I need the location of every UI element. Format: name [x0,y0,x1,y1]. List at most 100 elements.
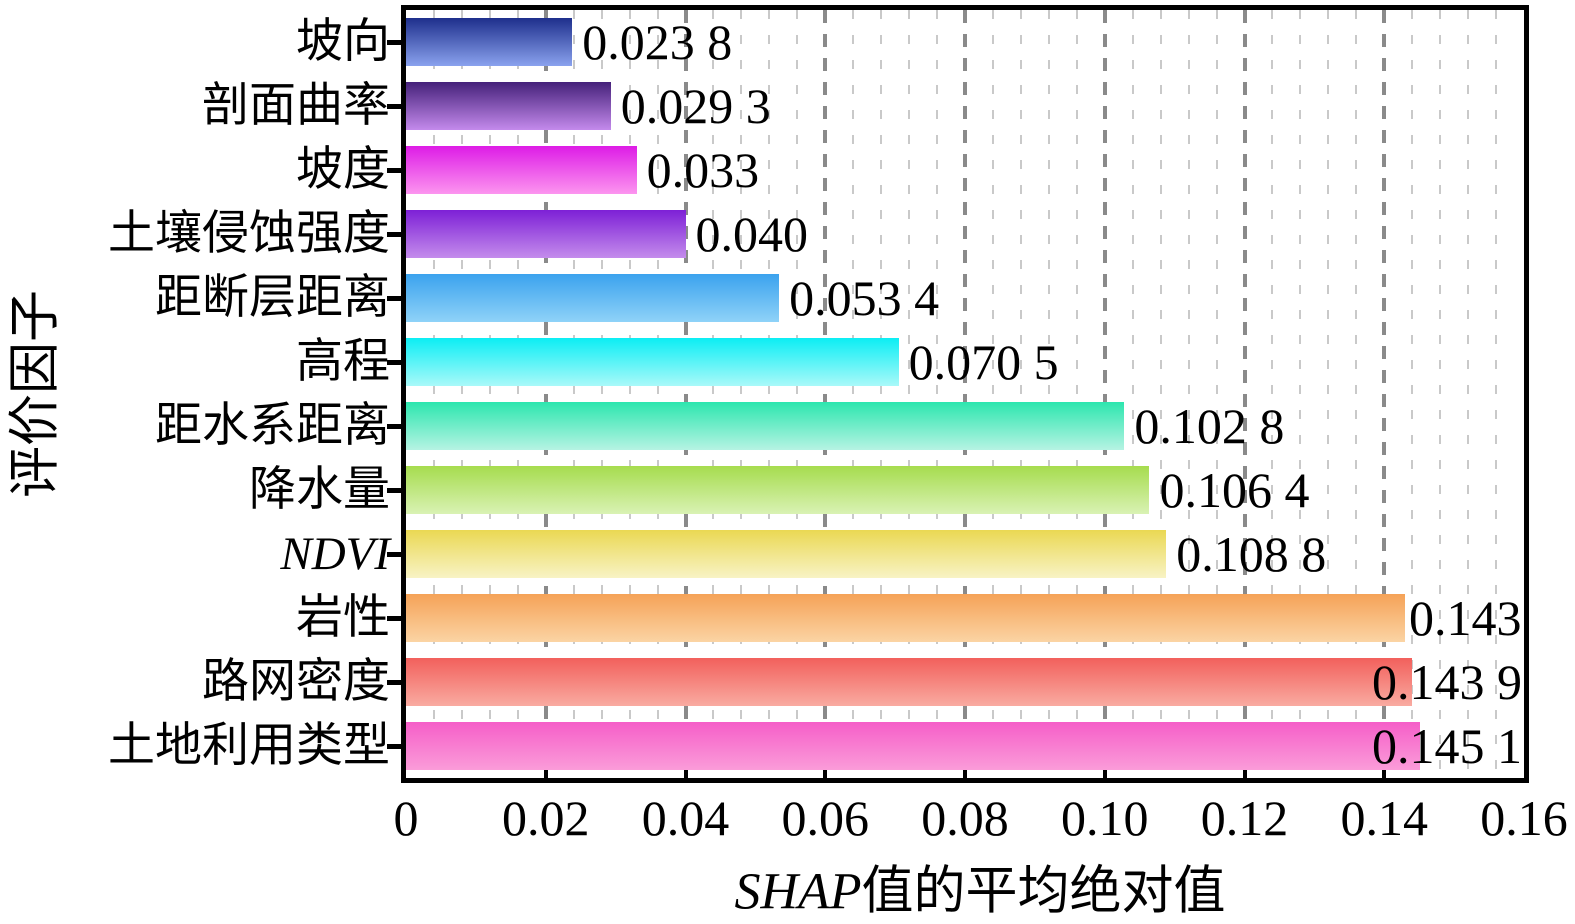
y-axis-tick [387,167,402,173]
grid-line-minor [432,10,435,778]
y-category-label: 距断层距离 [155,272,390,324]
grid-line-minor [572,10,575,778]
bar-value-label: 0.033 [646,142,760,198]
bar [406,146,637,194]
bar [406,402,1125,450]
bar [406,18,573,66]
x-tick-label: 0.10 [1061,790,1149,846]
grid-line-minor [460,10,463,778]
grid-line-minor [1075,10,1078,778]
grid-line-minor [936,10,939,778]
grid-line-minor [1355,10,1358,778]
y-axis-tick [387,487,402,493]
y-category-label: 土地利用类型 [108,720,390,772]
bar-value-label: 0.143 9 [1372,654,1522,710]
bar [406,722,1420,770]
bar-value-label: 0.106 4 [1159,462,1310,518]
bar [406,594,1406,642]
grid-line-minor [628,10,631,778]
grid-line-minor [768,10,771,778]
grid-line-minor [712,10,715,778]
grid-line-minor [880,10,883,778]
bar-value-label: 0.145 1 [1372,718,1522,774]
grid-line-major [963,10,967,778]
grid-line-minor [1019,10,1022,778]
x-axis-title-italic-part: SHAP [734,863,862,921]
x-tick-label: 0.14 [1340,790,1429,846]
grid-line-minor [1271,10,1274,778]
y-axis-tick [387,423,402,429]
bar [406,274,780,322]
grid-line-minor [1047,10,1050,778]
x-tick-label: 0.12 [1200,790,1289,846]
x-tick-label: 0.08 [921,790,1009,846]
grid-line-minor [1187,10,1190,778]
bar [406,338,899,386]
y-category-label: 高程 [296,336,390,388]
bar-value-label: 0.102 8 [1134,398,1285,454]
grid-line-minor [1131,10,1134,778]
grid-line-minor [1411,10,1414,778]
y-axis-tick [387,359,402,365]
y-axis-title: 评价因子 [7,289,65,499]
bar-value-label: 0.029 3 [620,78,771,134]
bar [406,466,1150,514]
grid-line-minor [740,10,743,778]
grid-line-minor [852,10,855,778]
bar [406,210,686,258]
y-category-label: NDVI [280,528,390,580]
bar-value-label: 0.053 4 [789,270,940,326]
x-tick-label: 0.02 [502,790,590,846]
grid-line-minor [488,10,491,778]
y-axis-tick [387,679,402,685]
grid-line-minor [1495,10,1498,778]
grid-line-major [1102,10,1107,778]
grid-line-minor [1439,10,1442,778]
y-category-label: 坡度 [296,144,390,196]
y-axis-tick [387,39,402,45]
y-category-label: 坡向 [296,16,390,68]
grid-line-minor [991,10,994,778]
x-tick-label: 0.06 [781,790,870,846]
bar [406,530,1167,578]
bar-value-label: 0.070 5 [908,334,1059,390]
y-category-label: 路网密度 [202,656,390,708]
y-axis-tick [387,615,402,621]
grid-line-minor [1299,10,1302,778]
y-category-label: 降水量 [249,464,390,516]
y-axis-tick [387,743,402,749]
grid-line-major [1382,10,1387,778]
x-axis-title: SHAP值的平均绝对值 [734,849,1225,924]
grid-line-minor [656,10,659,778]
grid-line-minor [796,10,799,778]
plot-area: 0.023 8 0.029 3 0.033 0.040 0.053 4 0.070 5 0.… [401,5,1529,783]
y-axis-tick [387,231,402,237]
bar [406,658,1412,706]
x-tick-label: 0.04 [641,790,730,846]
grid-line-minor [1327,10,1330,778]
y-category-label: 土壤侵蚀强度 [108,208,390,260]
bar [406,82,611,130]
y-axis-tick [387,103,402,109]
y-category-label: 距水系距离 [155,400,390,452]
x-axis-title-cjk-part: 值的平均绝对值 [861,863,1226,921]
x-tick-label: 0.16 [1480,790,1568,846]
y-category-label: 岩性 [296,592,390,644]
grid-line-minor [516,10,519,778]
y-category-label: 剖面曲率 [202,80,390,132]
grid-line-major [823,10,828,778]
grid-line-minor [908,10,911,778]
grid-line-minor [600,10,603,778]
grid-line-minor [1215,10,1218,778]
grid-line-minor [1159,10,1162,778]
grid-line-major [1242,10,1247,778]
y-axis-tick [387,551,402,557]
bar-value-label: 0.023 8 [582,14,733,70]
y-axis-tick [387,295,402,301]
grid-line-major [543,10,548,778]
x-tick-label: 0 [393,790,419,846]
grid-line-major [683,10,688,778]
bar-value-label: 0.108 8 [1176,526,1327,582]
bar-value-label: 0.040 [695,206,809,262]
